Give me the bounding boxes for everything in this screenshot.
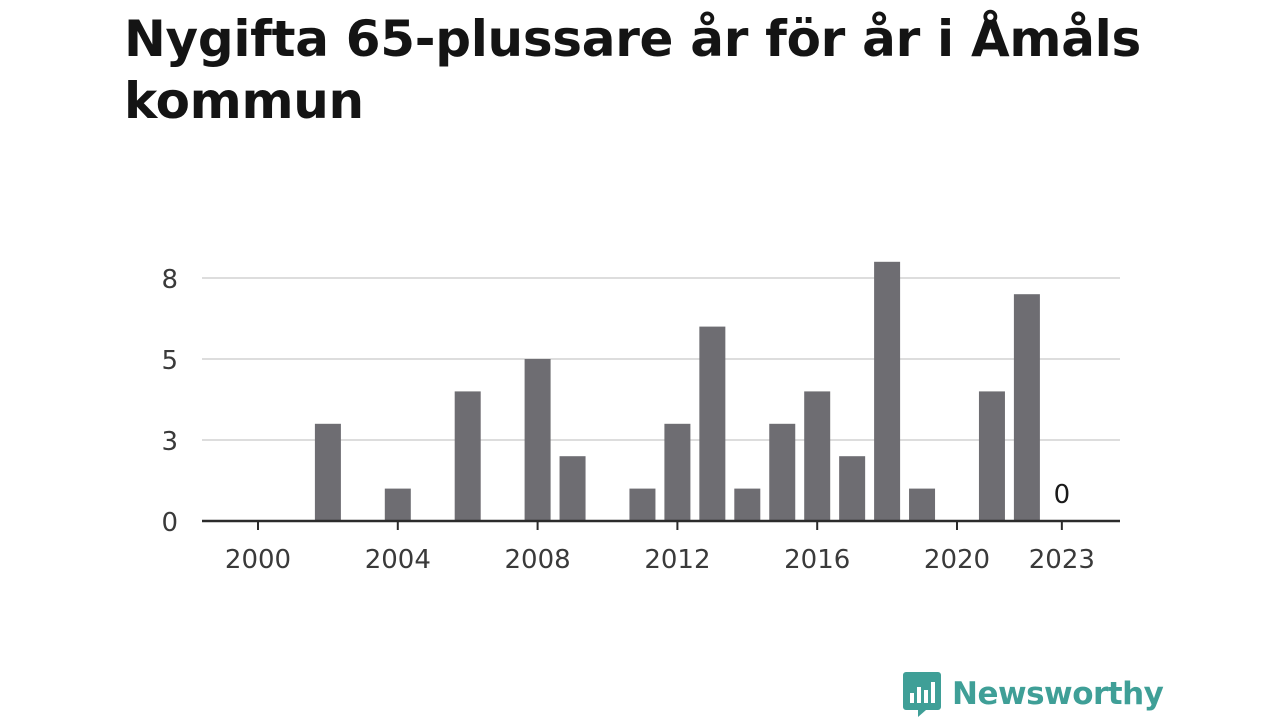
bar: [699, 326, 726, 521]
x-tick-label: 2012: [644, 545, 710, 575]
bar-chart-speech-bubble-icon: [903, 672, 941, 717]
bar: [524, 359, 551, 521]
y-tick-label: 3: [161, 427, 178, 457]
bar: [629, 488, 656, 521]
bar: [384, 488, 411, 521]
y-tick-label: 5: [161, 346, 178, 376]
x-tick-label: 2023: [1029, 545, 1095, 575]
bar: [874, 261, 901, 521]
bar: [454, 391, 481, 521]
bar: [839, 456, 866, 521]
bar: [664, 423, 691, 521]
x-tick-label: 2000: [225, 545, 291, 575]
bar: [978, 391, 1005, 521]
bar: [1013, 294, 1040, 521]
bar: [769, 423, 796, 521]
bar: [314, 423, 341, 521]
y-tick-label: 0: [161, 508, 178, 538]
x-tick-label: 2004: [365, 545, 431, 575]
brand-logo: Newsworthy: [902, 670, 1164, 718]
brand-name: Newsworthy: [952, 676, 1164, 712]
bar: [909, 488, 936, 521]
bar: [559, 456, 586, 521]
bar: [804, 391, 831, 521]
x-tick-label: 2016: [784, 545, 850, 575]
y-tick-label: 8: [161, 265, 178, 295]
data-label: 0: [1054, 480, 1071, 510]
x-tick-label: 2020: [924, 545, 990, 575]
chart-title: Nygifta 65-plussare år för år i Åmåls ko…: [124, 10, 1141, 130]
bar: [734, 488, 761, 521]
x-tick-label: 2008: [505, 545, 571, 575]
